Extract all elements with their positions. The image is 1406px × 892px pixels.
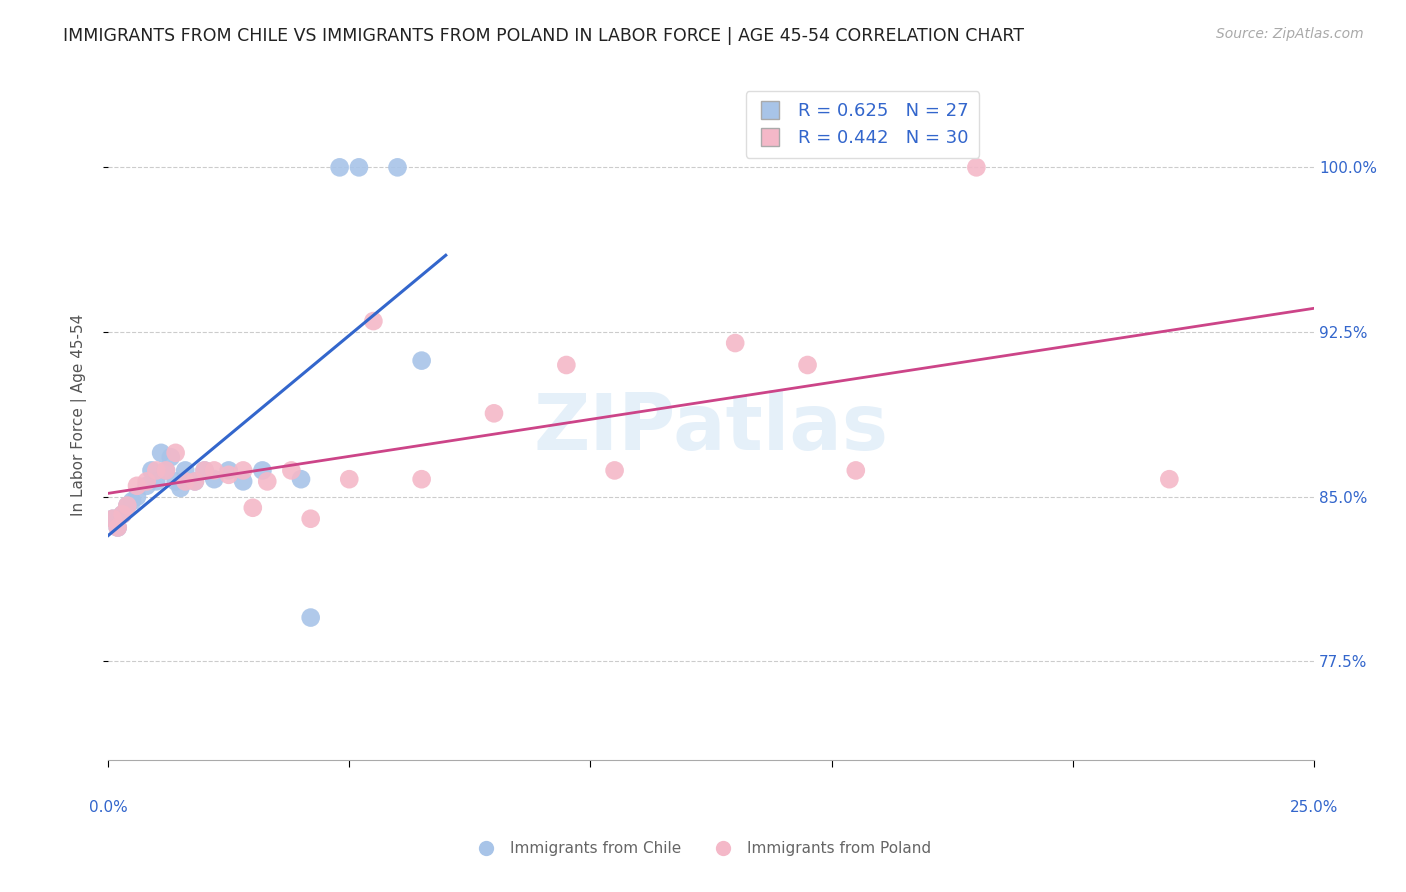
Point <box>107 520 129 534</box>
Point <box>252 463 274 477</box>
Point <box>965 161 987 175</box>
Text: Source: ZipAtlas.com: Source: ZipAtlas.com <box>1216 27 1364 41</box>
Point <box>135 475 157 489</box>
Point <box>155 463 177 477</box>
Point <box>724 336 747 351</box>
Point <box>165 475 187 489</box>
Point <box>202 463 225 477</box>
Point <box>411 472 433 486</box>
Point <box>482 406 505 420</box>
Point <box>347 161 370 175</box>
Point <box>184 475 207 489</box>
Point <box>387 161 409 175</box>
Point <box>1159 472 1181 486</box>
Text: 0.0%: 0.0% <box>89 800 128 815</box>
Point <box>329 161 352 175</box>
Point <box>363 314 385 328</box>
Point <box>242 500 264 515</box>
Point <box>135 479 157 493</box>
Point <box>202 472 225 486</box>
Text: IMMIGRANTS FROM CHILE VS IMMIGRANTS FROM POLAND IN LABOR FORCE | AGE 45-54 CORRE: IMMIGRANTS FROM CHILE VS IMMIGRANTS FROM… <box>63 27 1024 45</box>
Point <box>117 499 139 513</box>
Point <box>555 358 578 372</box>
Point <box>101 512 124 526</box>
Legend: Immigrants from Chile, Immigrants from Poland: Immigrants from Chile, Immigrants from P… <box>468 835 938 862</box>
Point <box>121 494 143 508</box>
Point <box>141 463 163 477</box>
Legend: R = 0.625   N = 27, R = 0.442   N = 30: R = 0.625 N = 27, R = 0.442 N = 30 <box>745 91 980 158</box>
Point <box>299 512 322 526</box>
Point <box>193 463 215 477</box>
Point <box>145 475 167 489</box>
Point <box>184 475 207 489</box>
Point <box>174 475 197 489</box>
Point <box>111 508 134 522</box>
Point <box>165 446 187 460</box>
Point <box>256 475 278 489</box>
Point <box>101 512 124 526</box>
Point <box>218 467 240 482</box>
Point <box>603 463 626 477</box>
Point <box>280 463 302 477</box>
Point <box>159 450 181 465</box>
Point <box>290 472 312 486</box>
Point <box>796 358 818 372</box>
Point <box>411 353 433 368</box>
Y-axis label: In Labor Force | Age 45-54: In Labor Force | Age 45-54 <box>72 313 87 516</box>
Point <box>107 520 129 534</box>
Point <box>117 499 139 513</box>
Point <box>125 479 148 493</box>
Point <box>299 610 322 624</box>
Point <box>232 475 254 489</box>
Point <box>111 508 134 522</box>
Point <box>125 490 148 504</box>
Point <box>193 463 215 477</box>
Text: ZIPatlas: ZIPatlas <box>533 391 889 467</box>
Point <box>845 463 868 477</box>
Point <box>232 463 254 477</box>
Point <box>145 463 167 477</box>
Point <box>174 463 197 477</box>
Point <box>218 463 240 477</box>
Text: 25.0%: 25.0% <box>1289 800 1339 815</box>
Point <box>150 446 173 460</box>
Point <box>155 463 177 477</box>
Point <box>337 472 360 486</box>
Point <box>169 481 191 495</box>
